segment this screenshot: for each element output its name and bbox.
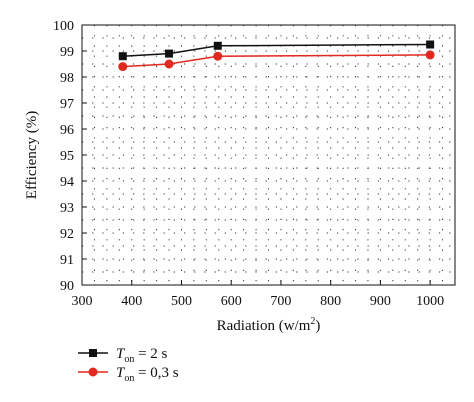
legend-label: Ton = 2 s [116, 346, 168, 365]
y-tick-label: 96 [60, 123, 74, 138]
y-tick-label: 92 [60, 227, 74, 242]
y-tick-label: 100 [53, 19, 74, 34]
x-tick-label: 900 [370, 294, 391, 309]
y-tick-label: 94 [60, 175, 74, 190]
x-tick-label: 700 [270, 294, 291, 309]
y-tick-label: 99 [60, 45, 74, 60]
x-axis-label: Radiation (w/m2) [217, 316, 321, 334]
data-point-circle [425, 50, 435, 60]
y-tick-label: 97 [60, 97, 74, 112]
y-tick-label: 90 [60, 279, 74, 294]
y-tick-label: 95 [60, 149, 74, 164]
data-point-circle [164, 59, 174, 69]
data-point-square [165, 49, 174, 58]
series [118, 40, 435, 72]
y-tick-label: 93 [60, 201, 74, 216]
y-tick-label: 98 [60, 71, 74, 86]
series-line-1 [122, 54, 431, 68]
data-point-square [426, 40, 435, 49]
data-point-square [118, 52, 127, 61]
grid [82, 25, 455, 285]
y-axis-label: Efficiency (%) [24, 111, 40, 199]
y-axis: 90 91 92 93 94 95 96 97 98 99 100 [53, 19, 87, 294]
series-line-0 [122, 43, 431, 57]
x-tick-label: 1000 [416, 294, 444, 309]
data-point-circle [213, 51, 223, 61]
x-tick-label: 400 [121, 294, 142, 309]
x-tick-label: 300 [72, 294, 93, 309]
x-tick-label: 500 [171, 294, 192, 309]
legend-item-ton-0-3s: Ton = 0,3 s [78, 365, 179, 384]
x-tick-label: 600 [221, 294, 242, 309]
legend-item-ton-2s: Ton = 2 s [78, 346, 168, 365]
legend: Ton = 2 s Ton = 0,3 s [78, 346, 179, 384]
y-tick-label: 91 [60, 253, 74, 268]
data-point-circle [118, 62, 128, 72]
legend-label: Ton = 0,3 s [116, 365, 179, 384]
data-point-square [213, 41, 222, 50]
x-tick-label: 800 [320, 294, 341, 309]
x-axis: 300 400 500 600 700 800 900 1000 [72, 280, 444, 309]
